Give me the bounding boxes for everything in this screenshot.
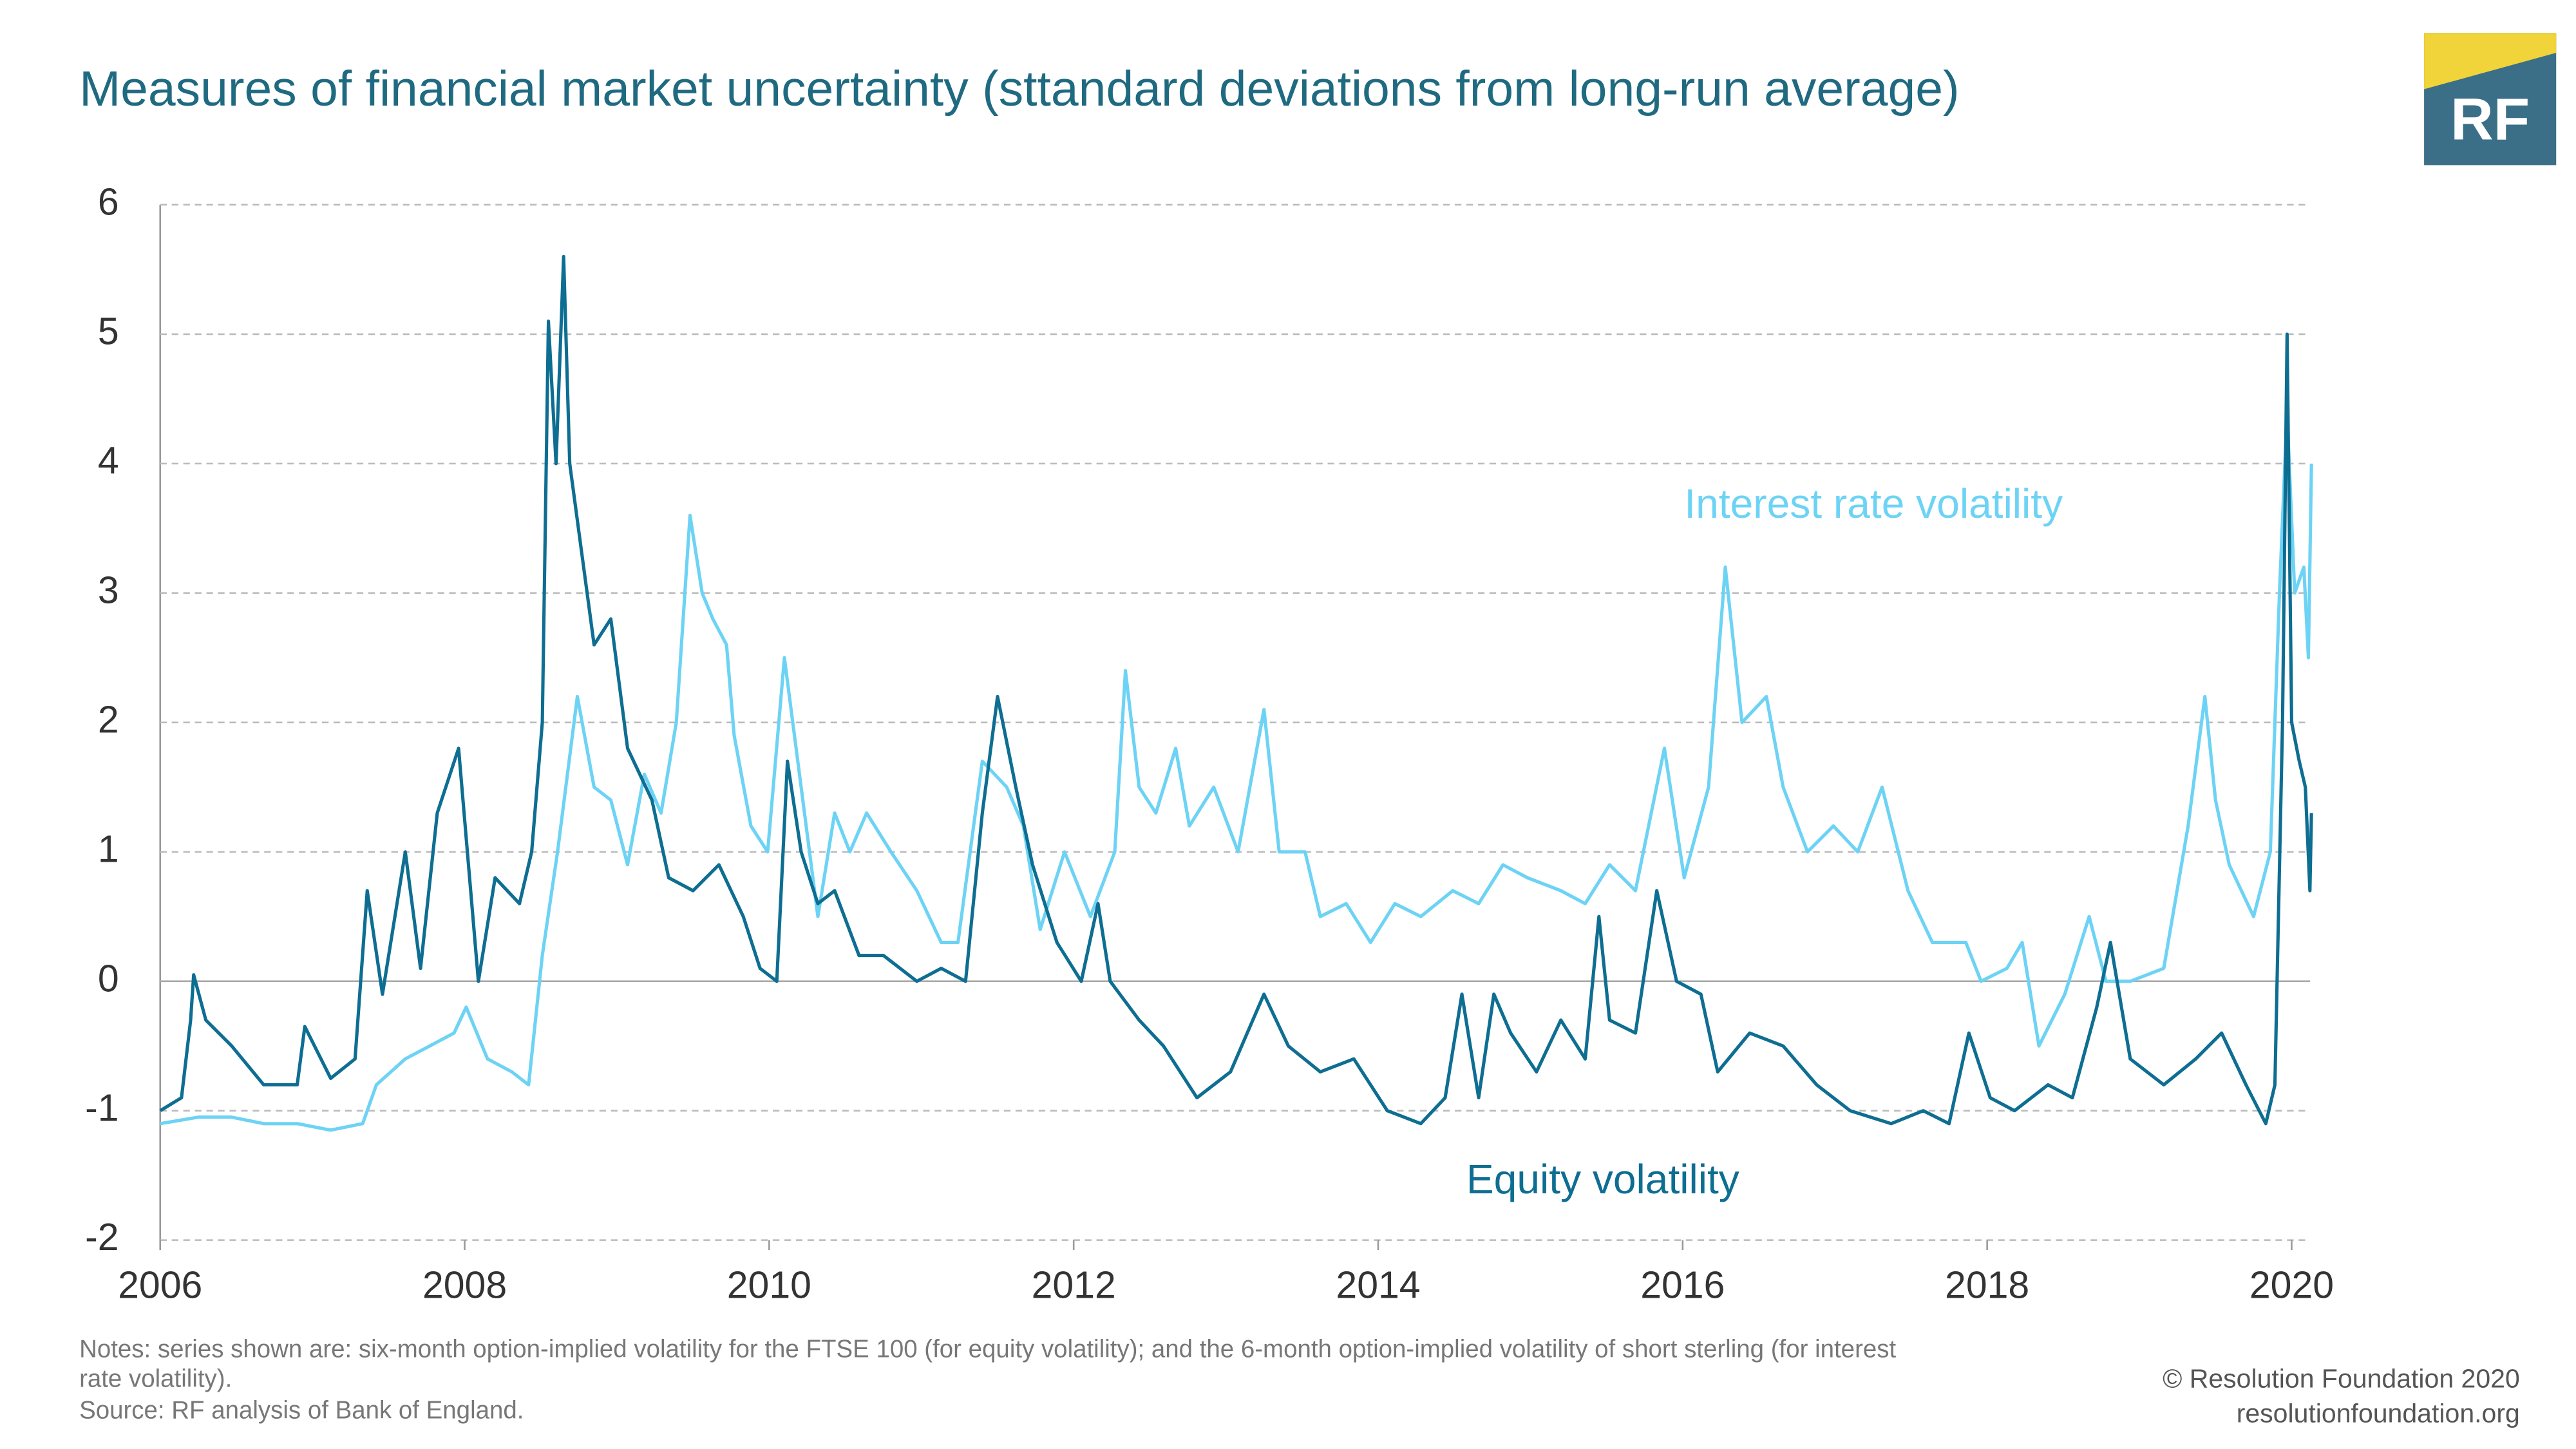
logo: RF — [2424, 33, 2557, 166]
y-tick-label: 4 — [98, 440, 119, 482]
x-tick-label: 2016 — [1640, 1265, 1725, 1307]
series-line — [160, 410, 2313, 1132]
x-tick-label: 2014 — [1336, 1265, 1420, 1307]
y-tick-label: 5 — [98, 310, 119, 352]
logo-accent — [2424, 33, 2557, 90]
y-tick-label: 3 — [98, 569, 119, 611]
logo-text: RF — [2450, 86, 2530, 153]
copyright: © Resolution Foundation 2020 — [2163, 1363, 2520, 1393]
note-line: Notes: series shown are: six-month optio… — [79, 1336, 1896, 1363]
x-tick-label: 2012 — [1032, 1265, 1116, 1307]
website: resolutionfoundation.org — [2237, 1398, 2520, 1428]
y-tick-label: 1 — [98, 828, 119, 870]
x-tick-label: 2020 — [2249, 1265, 2334, 1307]
y-tick-label: 2 — [98, 699, 119, 741]
series-line — [159, 254, 2313, 1126]
y-tick-label: -1 — [85, 1087, 118, 1129]
y-tick-label: 6 — [98, 182, 119, 223]
x-tick-label: 2006 — [118, 1265, 202, 1307]
x-tick-label: 2008 — [422, 1265, 507, 1307]
y-tick-label: 0 — [98, 958, 119, 999]
note-line: rate volatility). — [79, 1365, 232, 1393]
series-label: Interest rate volatility — [1684, 480, 2063, 527]
source-line: Source: RF analysis of Bank of England. — [79, 1396, 524, 1424]
x-tick-label: 2010 — [727, 1265, 811, 1307]
y-tick-label: -2 — [85, 1217, 118, 1258]
chart-title: Measures of financial market uncertainty… — [79, 61, 1960, 117]
series-label: Equity volatility — [1466, 1156, 1739, 1202]
x-tick-label: 2018 — [1945, 1265, 2029, 1307]
